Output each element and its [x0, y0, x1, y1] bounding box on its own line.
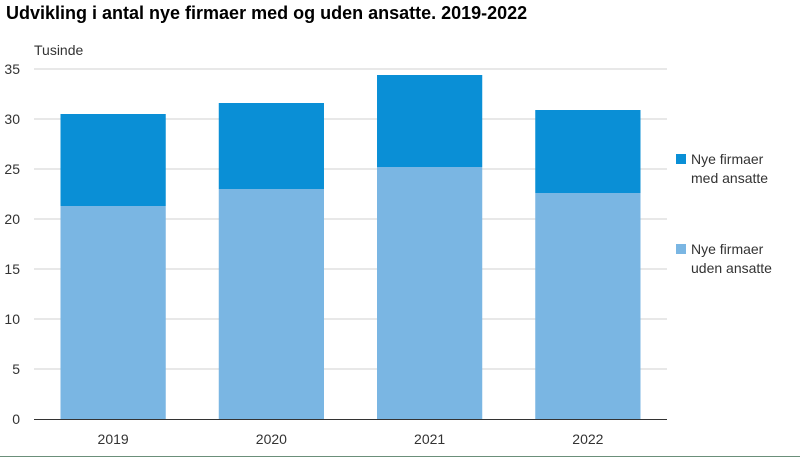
- y-tick-label: 15: [4, 261, 20, 277]
- legend-label-med-ansatte: Nye firmaer med ansatte: [691, 150, 791, 188]
- x-tick-label: 2022: [572, 431, 603, 447]
- bar-segment-med-ansatte: [218, 103, 324, 189]
- y-tick-label: 30: [4, 111, 20, 127]
- legend-swatch-uden-ansatte: [676, 244, 686, 254]
- legend-item-uden-ansatte: Nye firmaer uden ansatte: [676, 240, 796, 278]
- bar-segment-med-ansatte: [377, 75, 483, 167]
- y-tick-label: 25: [4, 161, 20, 177]
- bar-segment-med-ansatte: [535, 110, 641, 193]
- y-tick-label: 10: [4, 311, 20, 327]
- y-tick-label: 5: [12, 361, 20, 377]
- x-tick-label: 2020: [256, 431, 287, 447]
- bar-segment-uden-ansatte: [60, 206, 166, 419]
- chart-title: Udvikling i antal nye firmaer med og ude…: [6, 3, 528, 23]
- x-tick-label: 2019: [98, 431, 129, 447]
- legend-label-line: med ansatte: [691, 170, 769, 186]
- y-tick-label: 20: [4, 211, 20, 227]
- bars: [60, 75, 641, 419]
- legend-label-line: Nye firmaer: [691, 151, 764, 167]
- x-tick-label: 2021: [414, 431, 445, 447]
- legend-label-line: Nye firmaer: [691, 241, 764, 257]
- bar-segment-uden-ansatte: [535, 193, 641, 419]
- y-tick-label: 35: [4, 61, 20, 77]
- legend-swatch-med-ansatte: [676, 154, 686, 164]
- y-axis-label: Tusinde: [34, 42, 84, 58]
- bar-segment-uden-ansatte: [377, 167, 483, 419]
- bar-segment-uden-ansatte: [218, 189, 324, 419]
- legend-label-line: uden ansatte: [691, 260, 772, 276]
- y-tick-label: 0: [12, 411, 20, 427]
- legend-item-med-ansatte: Nye firmaer med ansatte: [676, 150, 796, 188]
- axes: 0 5 10 15 20 25 30 35 2019 2020 2021 2022: [4, 61, 667, 447]
- bottom-rule: [0, 456, 800, 457]
- legend-label-uden-ansatte: Nye firmaer uden ansatte: [691, 240, 791, 278]
- bar-segment-med-ansatte: [60, 114, 166, 206]
